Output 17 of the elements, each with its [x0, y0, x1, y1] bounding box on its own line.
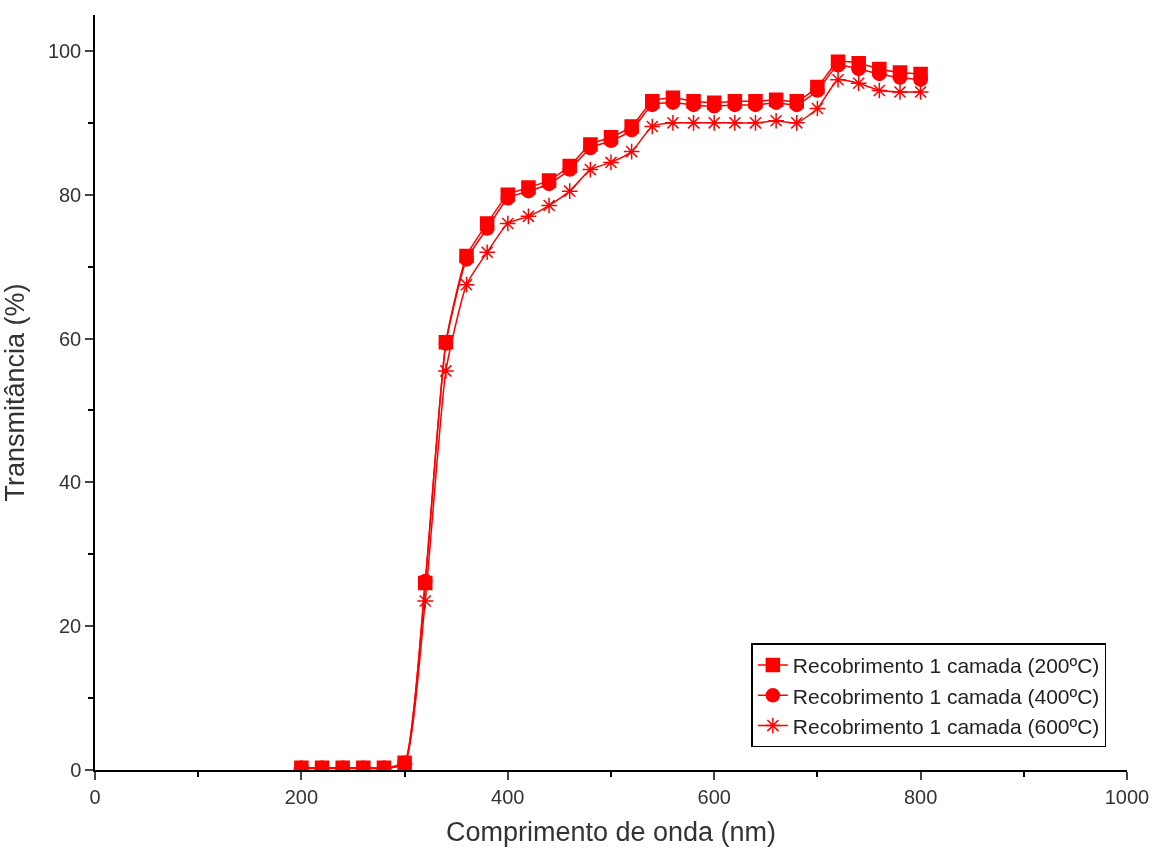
- y-tick-label: 0: [70, 759, 82, 781]
- x-tick-label: 600: [697, 785, 731, 808]
- y-tick-label: 20: [59, 615, 82, 638]
- y-tick-label: 60: [59, 327, 82, 350]
- y-axis-title: Transmitância (%): [0, 283, 31, 502]
- x-axis-title: Comprimento de onda (nm): [445, 816, 777, 847]
- x-tick-label: 200: [284, 785, 319, 808]
- legend-label: Recobrimento 1 camada (200ºC): [792, 654, 1100, 678]
- x-tick-label: 1000: [1104, 785, 1150, 808]
- legend-label: Recobrimento 1 camada (400ºC): [792, 684, 1100, 708]
- y-tick-label: 40: [59, 471, 82, 494]
- x-tick-label: 0: [89, 785, 101, 808]
- x-tick-label: 400: [491, 785, 525, 808]
- y-tick-label: 100: [47, 39, 82, 62]
- y-tick-label: 80: [59, 183, 82, 206]
- x-tick-label: 800: [903, 785, 938, 808]
- legend-label: Recobrimento 1 camada (600ºC): [792, 714, 1100, 738]
